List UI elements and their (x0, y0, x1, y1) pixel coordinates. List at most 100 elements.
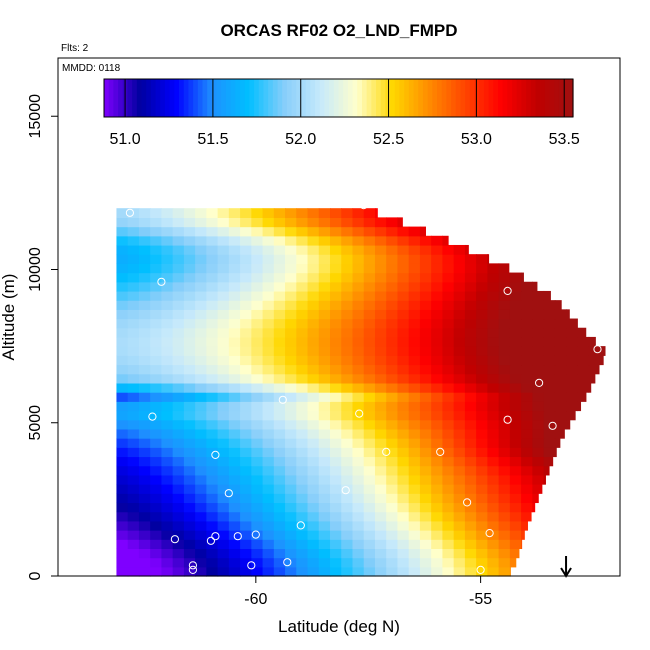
heatmap-cell (217, 355, 230, 366)
heatmap-cell (566, 364, 578, 375)
heatmap-cell (330, 226, 342, 237)
heatmap-cell (307, 419, 320, 430)
heatmap-cell (307, 456, 320, 467)
heatmap-cell (251, 493, 264, 504)
heatmap-cell (161, 208, 174, 218)
heatmap-cell (172, 456, 185, 467)
heatmap-cell (285, 272, 297, 283)
heatmap-cell (397, 419, 410, 430)
heatmap-cell (262, 392, 275, 402)
heatmap-cell (240, 364, 252, 375)
heatmap-cell (183, 327, 196, 338)
heatmap-cell (195, 511, 207, 522)
heatmap-cell (138, 281, 151, 292)
heatmap-cell (532, 410, 545, 421)
heatmap-cell (498, 336, 511, 347)
heatmap-cell (509, 502, 522, 513)
heatmap-cell (509, 382, 522, 393)
heatmap-cell (127, 401, 140, 412)
heatmap-cell (206, 318, 219, 329)
heatmap-cell (127, 456, 140, 467)
heatmap-cell (554, 300, 562, 310)
heatmap-cell (217, 272, 230, 283)
heatmap-cell (476, 355, 488, 366)
heatmap-cell (183, 373, 196, 384)
heatmap-cell (161, 502, 174, 513)
heatmap-cell (183, 355, 196, 366)
heatmap-cell (408, 410, 421, 421)
heatmap-cell (363, 309, 376, 320)
heatmap-cell (330, 373, 342, 384)
heatmap-cell (116, 272, 129, 283)
heatmap-cell (386, 254, 399, 264)
heatmap-cell (116, 566, 129, 577)
heatmap-cell (386, 511, 399, 522)
colorbar-segment (404, 79, 410, 117)
heatmap-cell (206, 401, 219, 412)
heatmap-cell (509, 327, 522, 338)
heatmap-cell (262, 438, 275, 448)
heatmap-cell (116, 465, 129, 476)
heatmap-cell (138, 548, 151, 559)
heatmap-cell (498, 428, 511, 439)
heatmap-cell (307, 530, 320, 540)
heatmap-cell (498, 456, 511, 467)
heatmap-cell (240, 484, 252, 494)
heatmap-cell (374, 272, 387, 283)
heatmap-cell (442, 401, 455, 412)
heatmap-cell (138, 428, 151, 439)
heatmap-cell (442, 447, 455, 458)
heatmap-cell (330, 327, 342, 338)
heatmap-cell (217, 410, 230, 421)
heatmap-cell (296, 290, 309, 301)
heatmap-cell (487, 373, 500, 384)
heatmap-cell (206, 235, 219, 246)
heatmap-cell (206, 520, 219, 531)
heatmap-cell (543, 309, 556, 320)
heatmap-cell (397, 557, 410, 568)
heatmap-cell (285, 217, 297, 228)
heatmap-cell (172, 557, 185, 568)
heatmap-cell (498, 272, 511, 283)
heatmap-cell (386, 520, 399, 531)
heatmap-cell (363, 438, 376, 448)
heatmap-cell (521, 364, 533, 375)
heatmap-cell (442, 474, 455, 485)
heatmap-cell (273, 217, 286, 228)
heatmap-cell (397, 502, 410, 513)
heatmap-cell (341, 226, 354, 237)
heatmap-cell (341, 290, 354, 301)
heatmap-cell (195, 281, 207, 292)
heatmap-cell (363, 484, 376, 494)
heatmap-cell (285, 539, 297, 550)
heatmap-cell (262, 300, 275, 310)
heatmap-cell (352, 557, 365, 568)
heatmap-cell (228, 382, 241, 393)
heatmap-cell (397, 254, 410, 264)
heatmap-cell (330, 530, 342, 540)
heatmap-cell (172, 226, 185, 237)
heatmap-cell (397, 539, 410, 550)
sample-point (188, 565, 197, 575)
heatmap-cell (521, 520, 528, 531)
heatmap-cell (138, 502, 151, 513)
heatmap-cell (307, 254, 320, 264)
colorbar-segment (118, 79, 124, 117)
heatmap-cell (172, 244, 185, 255)
heatmap-cell (431, 474, 444, 485)
heatmap-cell (408, 465, 421, 476)
heatmap-cell (521, 456, 533, 467)
heatmap-cell (150, 428, 163, 439)
heatmap-cell (172, 520, 185, 531)
heatmap-cell (419, 456, 432, 467)
heatmap-cell (442, 309, 455, 320)
heatmap-cell (285, 382, 297, 393)
heatmap-cell (386, 557, 399, 568)
heatmap-cell (273, 309, 286, 320)
colorbar-segment (286, 79, 293, 117)
heatmap-cell (285, 566, 297, 577)
heatmap-cell (431, 254, 444, 264)
heatmap-cell (285, 318, 297, 329)
heatmap-cell (296, 272, 309, 283)
heatmap-cell (116, 355, 129, 366)
